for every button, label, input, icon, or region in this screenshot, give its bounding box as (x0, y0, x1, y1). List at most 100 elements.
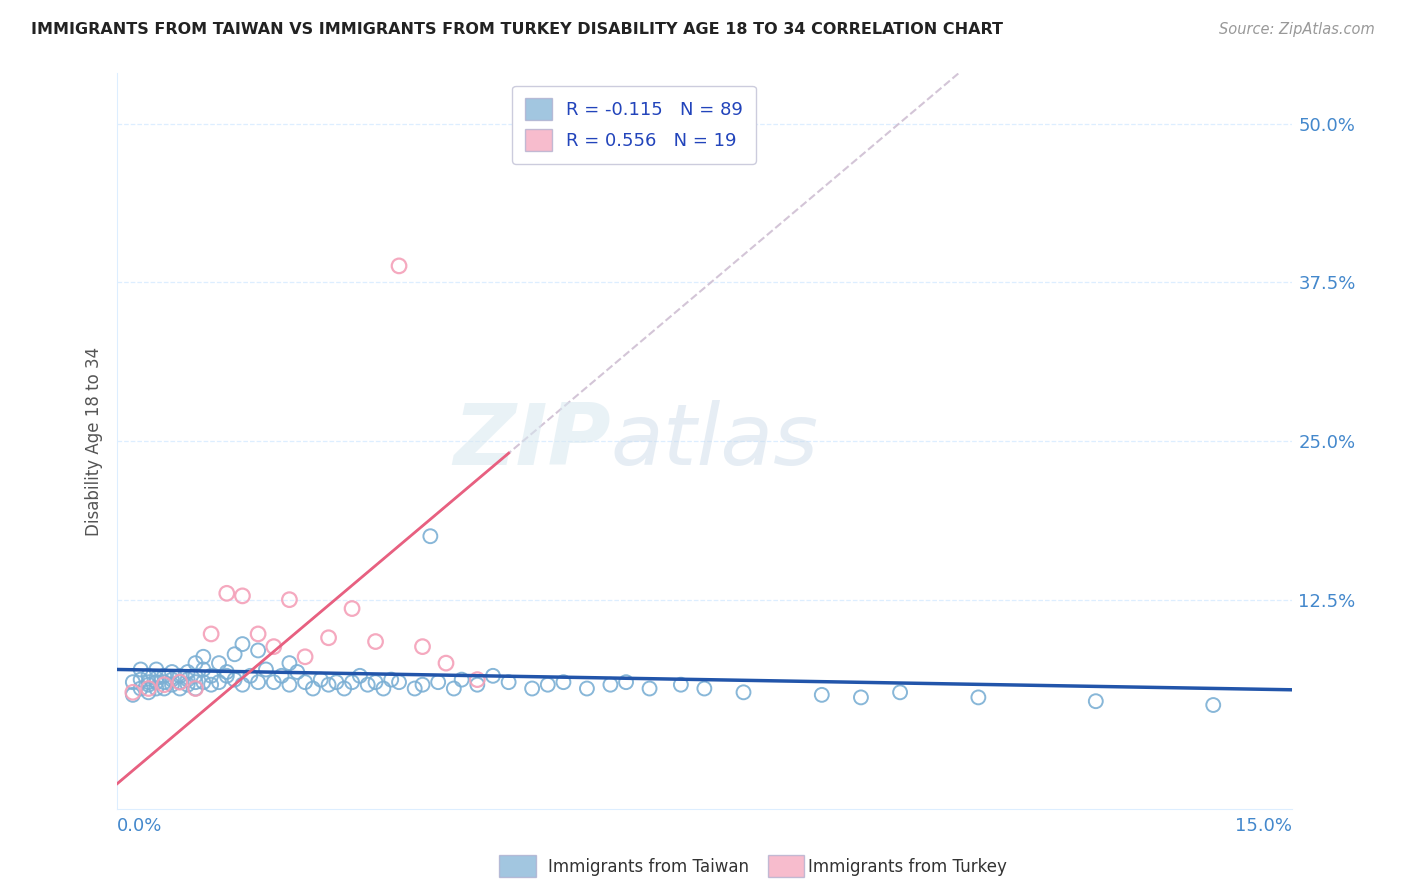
Point (294, 675, 316, 690)
Point (215, 665, 238, 679)
Point (169, 675, 191, 690)
Point (145, 663, 167, 677)
Point (889, 685, 911, 699)
Point (215, 586, 238, 600)
Point (145, 681, 167, 696)
Point (215, 669, 238, 683)
Point (129, 673, 152, 687)
Text: 15.0%: 15.0% (1234, 817, 1292, 835)
Point (967, 690, 990, 705)
Point (153, 669, 176, 683)
Point (325, 675, 347, 690)
Point (169, 669, 191, 683)
Text: ZIP: ZIP (453, 400, 610, 483)
Point (231, 678, 253, 692)
Point (427, 675, 450, 690)
Point (443, 681, 465, 696)
Legend: R = -0.115   N = 89, R = 0.556   N = 19: R = -0.115 N = 89, R = 0.556 N = 19 (512, 86, 756, 164)
Point (364, 675, 387, 690)
Point (208, 675, 231, 690)
Point (224, 673, 246, 687)
Point (373, 681, 395, 696)
Point (239, 669, 262, 683)
Point (340, 675, 363, 690)
Point (153, 675, 176, 690)
Point (357, 678, 380, 692)
Point (278, 592, 301, 607)
Point (498, 675, 520, 690)
Point (138, 681, 160, 696)
Point (285, 665, 308, 679)
Point (184, 675, 207, 690)
Point (254, 663, 277, 677)
Text: Immigrants from Taiwan: Immigrants from Taiwan (548, 858, 749, 876)
Point (200, 627, 222, 641)
Y-axis label: Disability Age 18 to 34: Disability Age 18 to 34 (86, 346, 103, 535)
Point (138, 669, 160, 683)
Point (169, 681, 191, 696)
Point (434, 656, 457, 670)
Point (575, 681, 598, 696)
Point (121, 688, 143, 702)
Point (349, 669, 371, 683)
Point (193, 649, 215, 664)
Point (412, 678, 434, 692)
Point (309, 673, 332, 687)
Point (208, 656, 231, 670)
Point (200, 669, 222, 683)
Point (638, 681, 661, 696)
Point (465, 673, 488, 687)
Point (693, 681, 716, 696)
Point (520, 681, 543, 696)
Point (138, 685, 160, 699)
Point (364, 634, 387, 648)
Point (184, 681, 207, 696)
Point (169, 675, 191, 690)
Point (278, 656, 301, 670)
Point (176, 673, 198, 687)
Point (160, 665, 183, 679)
Point (302, 681, 325, 696)
Point (231, 637, 253, 651)
Point (129, 681, 152, 696)
Point (380, 673, 402, 687)
Text: atlas: atlas (610, 400, 818, 483)
Point (184, 669, 207, 683)
Point (176, 665, 198, 679)
Point (247, 643, 270, 657)
Point (614, 675, 637, 690)
Text: IMMIGRANTS FROM TAIWAN VS IMMIGRANTS FROM TURKEY DISABILITY AGE 18 TO 34 CORRELA: IMMIGRANTS FROM TAIWAN VS IMMIGRANTS FRO… (31, 22, 1002, 37)
Point (160, 678, 183, 692)
Point (231, 589, 253, 603)
Point (145, 675, 167, 690)
Point (537, 678, 560, 692)
Text: 0.0%: 0.0% (117, 817, 163, 835)
Point (388, 675, 411, 690)
Point (247, 627, 270, 641)
Point (294, 649, 316, 664)
Point (263, 640, 285, 654)
Point (412, 640, 434, 654)
Point (270, 669, 292, 683)
Point (153, 678, 176, 692)
Point (129, 663, 152, 677)
Point (176, 678, 198, 692)
Point (200, 678, 222, 692)
Point (333, 681, 356, 696)
Point (160, 673, 183, 687)
Point (553, 675, 575, 690)
Point (810, 688, 832, 702)
Point (318, 631, 340, 645)
Point (450, 673, 472, 687)
Point (465, 678, 488, 692)
Point (599, 678, 621, 692)
Point (138, 675, 160, 690)
Point (419, 529, 441, 543)
Point (733, 685, 755, 699)
Point (1084, 694, 1107, 708)
Point (1202, 698, 1225, 712)
Point (247, 675, 270, 690)
Point (278, 678, 301, 692)
Point (121, 685, 143, 699)
Point (193, 663, 215, 677)
